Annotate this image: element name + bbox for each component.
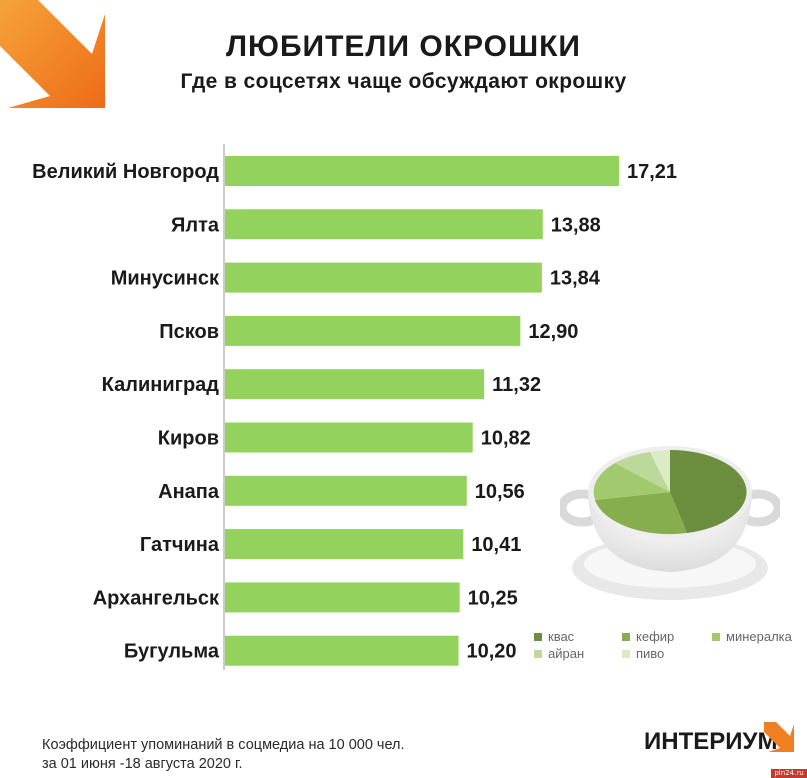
value-label: 12,90 — [528, 321, 578, 343]
category-label: Калиниград — [102, 374, 220, 396]
value-label: 10,41 — [471, 534, 521, 556]
bar-chart: Великий Новгород 17,21 Ялта 13,88 Минусинск 1… — [32, 144, 677, 670]
legend-item-kvas: квас — [534, 629, 622, 644]
legend-label: пиво — [636, 646, 665, 661]
page-title: ЛЮБИТЕЛИ ОКРОШКИ — [225, 30, 581, 63]
footnote-line-2: за 01 июня -18 августа 2020 г. — [42, 756, 243, 772]
site-watermark: pln24.ru — [771, 769, 807, 778]
value-label: 13,88 — [551, 214, 601, 236]
value-label: 10,56 — [475, 481, 525, 503]
legend-label: квас — [548, 629, 575, 644]
bar — [225, 315, 521, 346]
bar — [225, 582, 460, 613]
bar — [225, 262, 542, 293]
category-label: Киров — [158, 428, 219, 450]
legend-label: айран — [548, 646, 585, 661]
category-label: Великий Новгород — [32, 161, 219, 183]
value-label: 17,21 — [627, 161, 677, 183]
value-label: 10,20 — [467, 641, 517, 663]
legend-item-airan: айран — [534, 646, 622, 661]
category-label: Анапа — [158, 481, 220, 503]
legend-swatch — [622, 632, 630, 641]
legend-item-pivo: пиво — [622, 646, 712, 661]
legend-item-mineralka: минералка — [712, 629, 804, 644]
bar — [225, 369, 485, 400]
bar — [225, 156, 619, 186]
category-label: Гатчина — [140, 534, 220, 556]
chart-legend: квас кефир минералка айран пиво — [534, 629, 804, 661]
legend-swatch — [712, 632, 720, 641]
legend-swatch — [534, 649, 542, 658]
category-label: Бугульма — [124, 641, 220, 663]
legend-label: минералка — [726, 629, 792, 644]
okroshka-bowl-pie-image — [560, 446, 780, 600]
bar — [225, 635, 459, 666]
category-label: Ялта — [171, 214, 220, 236]
value-label: 13,84 — [550, 268, 601, 290]
bar — [225, 209, 543, 240]
legend-swatch — [622, 649, 630, 658]
value-label: 10,82 — [481, 428, 531, 450]
value-label: 10,25 — [468, 587, 518, 609]
value-label: 11,32 — [492, 374, 541, 396]
orange-arrow-icon — [0, 0, 105, 108]
brand-logo-text: ИНТЕРИУМ — [644, 728, 778, 755]
brand-arrow-icon — [764, 722, 794, 752]
footnote: Коэффициент упоминаний в соцмедиа на 10 … — [42, 736, 405, 774]
category-label: Минусинск — [111, 268, 220, 290]
legend-item-kefir: кефир — [622, 629, 712, 644]
legend-label: кефир — [636, 629, 675, 644]
bar — [225, 529, 464, 560]
bar — [225, 422, 473, 453]
category-label: Архангельск — [93, 587, 220, 609]
footnote-line-1: Коэффициент упоминаний в соцмедиа на 10 … — [42, 737, 405, 753]
category-label: Псков — [159, 321, 219, 343]
legend-swatch — [534, 632, 542, 641]
bar — [225, 475, 467, 506]
page-subtitle: Где в соцсетях чаще обсуждают окрошку — [180, 70, 627, 93]
